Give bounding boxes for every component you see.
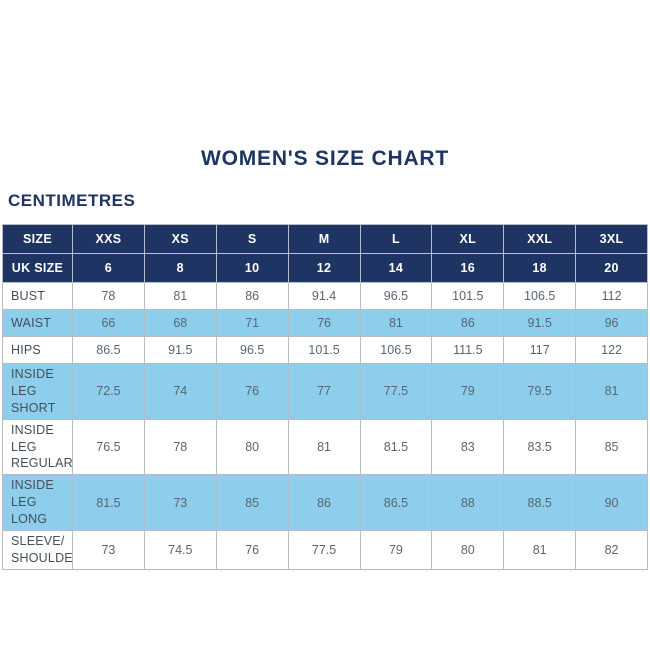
value-cell: 76.5 [72,418,145,476]
table-row: INSIDE LEG LONG 81.5 73 85 86 86.5 88 88.5 90 [2,474,648,531]
value-cell: 77.5 [287,529,361,570]
value-cell: 79 [359,529,433,570]
value-cell: 101.5 [431,282,505,310]
value-cell: 88.5 [503,474,577,531]
value-cell: 76 [287,309,361,337]
uk-size-column-header: 10 [215,253,289,283]
size-chart-body: BUST 78 81 86 91.4 96.5 101.5 106.5 112 WAIST 66 68… [2,282,648,570]
uk-size-column-header: 18 [503,253,577,283]
value-cell: 81 [287,418,361,476]
row-label-cell: INSIDE LEG SHORT [2,363,73,420]
value-cell: 96.5 [359,282,433,310]
value-cell: 86 [287,474,361,531]
value-cell: 83 [431,418,505,476]
value-cell: 101.5 [287,336,361,364]
value-cell: 86 [431,309,505,337]
value-cell: 112 [575,282,648,310]
value-cell: 74 [143,363,217,420]
value-cell: 96.5 [215,336,289,364]
value-cell: 78 [143,418,217,476]
value-cell: 79.5 [503,363,577,420]
value-cell: 106.5 [503,282,577,310]
value-cell: 76 [215,529,289,570]
value-cell: 117 [503,336,577,364]
value-cell: 77.5 [359,363,433,420]
size-column-header: XXS [72,224,145,254]
table-row: HIPS 86.5 91.5 96.5 101.5 106.5 111.5 117 122 [2,336,648,364]
value-cell: 91.5 [503,309,577,337]
value-cell: 81.5 [359,418,433,476]
value-cell: 66 [72,309,145,337]
row-label-cell: BUST [2,282,73,310]
value-cell: 81 [359,309,433,337]
uk-size-column-header: 16 [431,253,505,283]
value-cell: 73 [143,474,217,531]
row-label-cell: HIPS [2,336,73,364]
size-column-header: 3XL [575,224,648,254]
size-column-header: S [215,224,289,254]
uk-size-column-header: 6 [72,253,145,283]
size-chart-header: SIZE XXS XS S M L XL XXL 3XL UK SIZE 6 8 10 12 14 16 18 2… [2,224,648,283]
value-cell: 106.5 [359,336,433,364]
uk-size-column-header: 12 [287,253,361,283]
value-cell: 86.5 [72,336,145,364]
value-cell: 111.5 [431,336,505,364]
units-label: CENTIMETRES [8,191,136,210]
value-cell: 71 [215,309,289,337]
row-label-cell: SLEEVE/ SHOULDER [2,529,73,570]
value-cell: 81 [575,363,648,420]
size-column-header: XS [143,224,217,254]
size-column-header: L [359,224,433,254]
table-row: WAIST 66 68 71 76 81 86 91.5 96 [2,309,648,337]
value-cell: 91.5 [143,336,217,364]
size-header-label: SIZE [2,224,73,254]
value-cell: 79 [431,363,505,420]
value-cell: 74.5 [143,529,217,570]
table-row: INSIDE LEG SHORT 72.5 74 76 77 77.5 79 79.5 81 [2,363,648,420]
value-cell: 78 [72,282,145,310]
value-cell: 83.5 [503,418,577,476]
size-chart-table: SIZE XXS XS S M L XL XXL 3XL UK SIZE 6 8 10 12 14 16 18 2… [2,224,648,570]
value-cell: 86 [215,282,289,310]
size-column-header: XL [431,224,505,254]
value-cell: 86.5 [359,474,433,531]
value-cell: 88 [431,474,505,531]
value-cell: 91.4 [287,282,361,310]
size-header-row: SIZE XXS XS S M L XL XXL 3XL [2,224,648,254]
uk-size-column-header: 8 [143,253,217,283]
uk-size-header-row: UK SIZE 6 8 10 12 14 16 18 20 [2,253,648,283]
table-row: INSIDE LEG REGULAR 76.5 78 80 81 81.5 83 83.5 85 [2,418,648,476]
value-cell: 81 [503,529,577,570]
size-column-header: M [287,224,361,254]
value-cell: 90 [575,474,648,531]
uk-size-column-header: 14 [359,253,433,283]
value-cell: 80 [215,418,289,476]
value-cell: 81.5 [72,474,145,531]
page-title: WOMEN'S SIZE CHART [200,147,450,170]
value-cell: 96 [575,309,648,337]
value-cell: 77 [287,363,361,420]
size-column-header: XXL [503,224,577,254]
uk-size-header-label: UK SIZE [2,253,73,283]
value-cell: 85 [575,418,648,476]
table-row: BUST 78 81 86 91.4 96.5 101.5 106.5 112 [2,282,648,310]
value-cell: 81 [143,282,217,310]
value-cell: 73 [72,529,145,570]
value-cell: 80 [431,529,505,570]
value-cell: 72.5 [72,363,145,420]
row-label-cell: INSIDE LEG REGULAR [2,418,73,476]
value-cell: 122 [575,336,648,364]
value-cell: 85 [215,474,289,531]
uk-size-column-header: 20 [575,253,648,283]
value-cell: 68 [143,309,217,337]
row-label-cell: INSIDE LEG LONG [2,474,73,531]
value-cell: 76 [215,363,289,420]
row-label-cell: WAIST [2,309,73,337]
value-cell: 82 [575,529,648,570]
